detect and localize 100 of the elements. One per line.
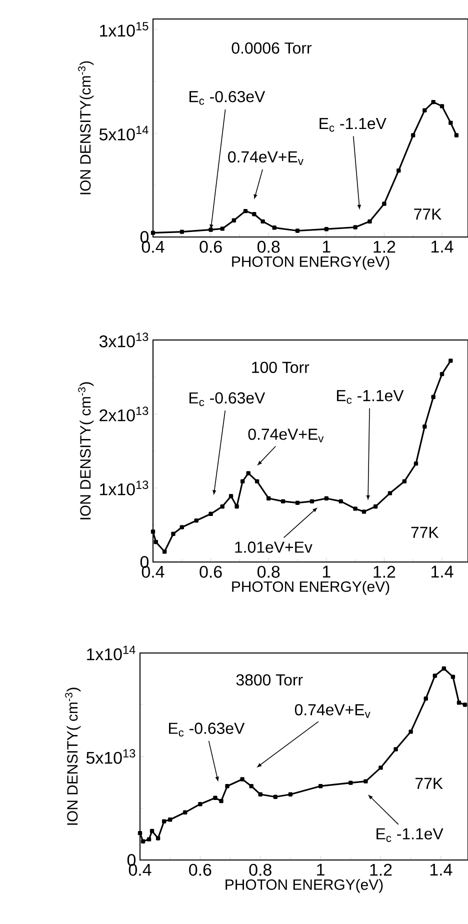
- point: [414, 461, 418, 466]
- x-tick-label: 0.6: [200, 566, 222, 578]
- annotation: 0.0006 Torr: [232, 42, 312, 54]
- annotation: E$_{c}$ -1.1eV: [376, 828, 444, 842]
- y-tick-label: 5x10$^{14}$: [99, 126, 148, 140]
- point: [353, 506, 358, 511]
- point: [198, 802, 202, 806]
- point: [258, 792, 262, 796]
- annotation: E$_{c}$ -1.1eV: [320, 118, 386, 132]
- point: [254, 479, 260, 484]
- point: [388, 491, 392, 496]
- x-tick-label: 1.4: [432, 566, 454, 578]
- point: [220, 504, 224, 509]
- annotation: 1.01eV+Ev: [235, 542, 312, 553]
- x-tick-label: 1: [322, 240, 330, 252]
- point: [394, 747, 398, 752]
- point: [440, 372, 444, 376]
- x-tick-label: 0.6: [189, 864, 212, 876]
- point: [213, 796, 218, 800]
- point: [408, 730, 413, 734]
- y-tick-label: 2x10$^{13}$: [100, 406, 148, 422]
- point: [162, 819, 166, 824]
- point: [362, 510, 366, 514]
- point: [150, 828, 154, 834]
- point: [246, 471, 250, 476]
- point: [432, 674, 437, 678]
- x-axis-title: PHOTON ENERGY(eV): [232, 580, 390, 595]
- x-tick-label: 1: [322, 566, 330, 578]
- annotation: E$_{c}$ -1.1eV: [337, 390, 404, 404]
- annotation: E$_{c}$ -0.63eV: [169, 722, 245, 736]
- annotation: E$_{c}$ -0.63eV: [190, 90, 266, 105]
- x-tick-label: 0.6: [200, 240, 222, 253]
- point: [240, 777, 244, 782]
- point: [422, 424, 427, 429]
- point: [240, 479, 245, 484]
- point: [138, 830, 142, 836]
- point: [450, 674, 456, 679]
- point: [168, 818, 172, 822]
- point: [456, 700, 462, 705]
- point: [249, 784, 254, 788]
- annotation: 0.74eV+E$_{v}$: [294, 704, 370, 718]
- point: [373, 504, 378, 509]
- x-tick-label: 1: [317, 864, 324, 876]
- point: [180, 525, 184, 530]
- x-tick-label: 1.4: [430, 864, 452, 876]
- annotation: 0.74eV+E$_{v}$: [228, 151, 304, 165]
- x-tick-label: 0.4: [128, 864, 152, 876]
- annotation: 77K: [416, 778, 443, 789]
- x-tick-label: 0.8: [257, 240, 280, 253]
- point: [228, 494, 234, 498]
- point: [225, 784, 230, 788]
- x-axis-title: PHOTON ENERGY(eV): [226, 878, 383, 893]
- x-tick-label: 0.4: [142, 566, 164, 578]
- point: [364, 779, 368, 784]
- point: [266, 496, 271, 500]
- y-tick-label: 1x10$^{14}$: [87, 646, 136, 660]
- x-tick-label: 0.4: [142, 240, 164, 253]
- annotation: 3800 Torr: [236, 674, 303, 686]
- x-tick-label: 0.8: [257, 566, 280, 578]
- point: [273, 794, 278, 799]
- point: [378, 766, 383, 770]
- point: [324, 496, 328, 500]
- point: [194, 518, 198, 523]
- point: [150, 530, 156, 534]
- annotation: 77K: [414, 208, 442, 220]
- y-tick-label: 1x10$^{13}$: [100, 480, 148, 496]
- y-tick-label: 5x10$^{13}$: [86, 749, 136, 764]
- point: [183, 810, 188, 814]
- point: [171, 532, 176, 536]
- point: [208, 512, 213, 516]
- point: [280, 499, 286, 504]
- point: [162, 550, 167, 554]
- point: [442, 666, 446, 671]
- point: [140, 839, 146, 844]
- x-tick-label: 1.4: [432, 240, 454, 252]
- point: [295, 500, 300, 505]
- y-axis-title: ION DENSITY( cm$^{-3}$): [78, 382, 94, 520]
- y-axis-title: ION DENSITY(cm$^{-3}$): [78, 61, 94, 194]
- annotation: 77K: [411, 526, 439, 538]
- point: [156, 836, 160, 840]
- x-tick-label: 1.2: [374, 566, 396, 578]
- point: [219, 798, 224, 804]
- point: [154, 540, 158, 544]
- annotation: E$_{c}$ -0.63eV: [190, 392, 266, 406]
- point: [288, 792, 293, 796]
- point: [448, 358, 453, 363]
- y-tick-label: 1x10$^{15}$: [100, 22, 148, 37]
- x-tick-label: 1.2: [374, 240, 396, 253]
- point: [234, 504, 239, 509]
- point: [146, 837, 152, 842]
- y-tick-label: 3x10$^{13}$: [99, 332, 148, 348]
- point: [348, 780, 353, 785]
- x-axis-title: PHOTON ENERGY(eV): [232, 256, 390, 270]
- y-axis-title: ION DENSITY( cm$^{-3}$): [65, 688, 81, 825]
- annotation: 100 Torr: [252, 362, 310, 374]
- point: [424, 696, 428, 701]
- point: [462, 702, 468, 707]
- point: [310, 499, 314, 504]
- point: [431, 394, 436, 400]
- point: [318, 784, 323, 788]
